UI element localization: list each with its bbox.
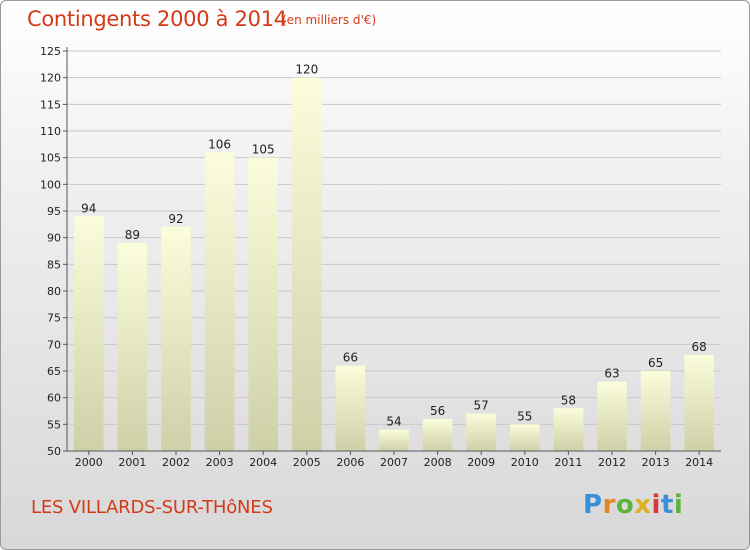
bar-2005[interactable] bbox=[291, 77, 322, 452]
chart-title: Contingents 2000 à 2014 bbox=[27, 7, 287, 31]
bar-2011[interactable] bbox=[553, 408, 584, 451]
brand-letter: r bbox=[602, 490, 616, 520]
y-tick-label: 90 bbox=[47, 232, 61, 245]
brand-letter: o bbox=[615, 490, 635, 520]
data-label-2002: 92 bbox=[168, 212, 183, 226]
bar-2007[interactable] bbox=[379, 429, 409, 451]
y-tick-label: 60 bbox=[47, 392, 61, 405]
data-label-2013: 65 bbox=[648, 356, 663, 370]
data-label-2000: 94 bbox=[81, 201, 96, 215]
x-tick-label: 2004 bbox=[249, 456, 277, 469]
y-tick-label: 65 bbox=[47, 365, 61, 378]
data-label-2008: 56 bbox=[430, 404, 445, 418]
data-label-2010: 55 bbox=[517, 409, 532, 423]
y-tick-label: 85 bbox=[47, 258, 61, 271]
bar-2009[interactable] bbox=[466, 413, 497, 451]
y-tick-label: 105 bbox=[40, 152, 61, 165]
data-label-2009: 57 bbox=[474, 399, 489, 413]
bar-2010[interactable] bbox=[509, 424, 540, 451]
data-label-2006: 66 bbox=[343, 351, 358, 365]
chart-subtitle: (en milliers d'€) bbox=[282, 13, 377, 27]
x-tick-label: 2013 bbox=[642, 456, 670, 469]
brand-letter: t bbox=[660, 490, 674, 520]
x-tick-label: 2006 bbox=[336, 456, 364, 469]
proxiti-logo[interactable]: Proxiti bbox=[583, 490, 683, 520]
bar-2000[interactable] bbox=[73, 216, 104, 451]
bar-2002[interactable] bbox=[161, 227, 191, 451]
y-tick-label: 115 bbox=[40, 98, 61, 111]
x-tick-label: 2001 bbox=[118, 456, 146, 469]
y-tick-label: 75 bbox=[47, 312, 61, 325]
bar-2001[interactable] bbox=[117, 243, 148, 451]
x-tick-label: 2003 bbox=[206, 456, 234, 469]
brand-letter: i bbox=[651, 490, 661, 520]
y-tick-label: 70 bbox=[47, 338, 61, 351]
commune-name: LES VILLARDS-SUR-THôNES bbox=[31, 497, 273, 518]
x-tick-label: 2002 bbox=[162, 456, 190, 469]
brand-letter: P bbox=[583, 490, 603, 520]
data-label-2007: 54 bbox=[386, 415, 401, 429]
x-tick-label: 2012 bbox=[598, 456, 626, 469]
y-tick-label: 110 bbox=[40, 125, 61, 138]
x-tick-label: 2009 bbox=[467, 456, 495, 469]
bar-2006[interactable] bbox=[335, 365, 366, 451]
data-label-2001: 89 bbox=[125, 228, 140, 242]
x-tick-label: 2008 bbox=[424, 456, 452, 469]
data-label-2004: 105 bbox=[252, 143, 275, 157]
y-tick-label: 80 bbox=[47, 285, 61, 298]
x-tick-label: 2014 bbox=[685, 456, 713, 469]
x-tick-label: 2007 bbox=[380, 456, 408, 469]
y-tick-label: 120 bbox=[40, 72, 61, 85]
y-tick-label: 125 bbox=[40, 45, 61, 58]
data-label-2005: 120 bbox=[295, 63, 318, 77]
bar-2012[interactable] bbox=[597, 381, 627, 451]
bar-2008[interactable] bbox=[422, 419, 453, 451]
x-tick-label: 2005 bbox=[293, 456, 321, 469]
y-tick-label: 95 bbox=[47, 205, 61, 218]
y-tick-label: 55 bbox=[47, 418, 61, 431]
brand-letter: i bbox=[673, 490, 684, 520]
x-tick-label: 2010 bbox=[511, 456, 539, 469]
bar-2013[interactable] bbox=[640, 371, 671, 451]
data-label-2014: 68 bbox=[692, 340, 707, 354]
bar-2004[interactable] bbox=[248, 157, 279, 451]
bar-2003[interactable] bbox=[204, 152, 235, 452]
data-label-2011: 58 bbox=[561, 393, 576, 407]
data-label-2012: 63 bbox=[604, 367, 619, 381]
x-tick-label: 2000 bbox=[75, 456, 103, 469]
bar-2014[interactable] bbox=[684, 355, 715, 451]
brand-letter: x bbox=[634, 490, 652, 520]
y-tick-label: 100 bbox=[40, 178, 61, 191]
data-label-2003: 106 bbox=[208, 137, 231, 151]
y-tick-label: 50 bbox=[47, 445, 61, 458]
x-tick-label: 2011 bbox=[554, 456, 582, 469]
